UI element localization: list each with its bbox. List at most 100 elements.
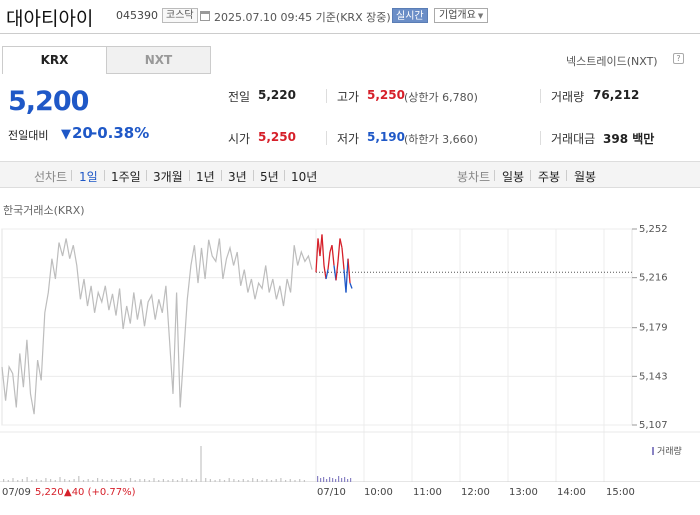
volume-bar bbox=[27, 477, 28, 482]
volume-bar bbox=[294, 480, 295, 482]
chevron-down-icon: ▼ bbox=[478, 12, 483, 20]
x-tick-label: 13:00 bbox=[509, 487, 538, 498]
volume-bar bbox=[111, 479, 112, 482]
x-tick-label: 07/10 bbox=[317, 487, 346, 498]
volume-bar bbox=[276, 479, 277, 482]
volume-bar bbox=[304, 480, 305, 482]
low-label: 저가 bbox=[337, 130, 359, 147]
volume-bar bbox=[97, 478, 98, 482]
volume-bar bbox=[200, 446, 201, 482]
amount-label: 거래대금 bbox=[551, 130, 595, 147]
volume-bar bbox=[332, 478, 333, 482]
volume-bar bbox=[280, 478, 281, 482]
volume-bar bbox=[186, 479, 187, 482]
volume-bar bbox=[243, 479, 244, 482]
stock-name: 대아티아이 bbox=[6, 4, 93, 31]
volume-bar bbox=[125, 480, 126, 482]
volume-bar bbox=[191, 480, 192, 482]
volume-bar bbox=[320, 478, 321, 482]
volume-bar bbox=[106, 480, 107, 482]
open-value: 5,250 bbox=[258, 130, 296, 144]
price-chart[interactable]: 5,252 5,216 5,179 5,143 5,107 bbox=[0, 220, 700, 482]
tab-nxt[interactable]: NXT bbox=[106, 46, 211, 74]
volume-bar bbox=[224, 480, 225, 482]
y-tick-label: 5,179 bbox=[639, 323, 668, 334]
volume-bar bbox=[36, 479, 37, 482]
x-tick-label: 11:00 bbox=[413, 487, 442, 498]
volume-bar bbox=[210, 479, 211, 482]
amount-value: 398 백만 bbox=[603, 130, 654, 147]
volume-bar bbox=[3, 479, 4, 482]
volume-bar bbox=[233, 479, 234, 482]
today-line-segment bbox=[348, 259, 350, 283]
volume-bar bbox=[350, 478, 351, 482]
down-triangle-icon: ▼ bbox=[61, 127, 71, 142]
nxt-trade-link[interactable]: 넥스트레이드(NXT) bbox=[566, 53, 658, 69]
company-overview-button[interactable]: 기업개요 ▼ bbox=[434, 8, 488, 23]
volume-bar bbox=[92, 480, 93, 482]
change-value: 20 bbox=[72, 124, 93, 142]
volume-bar bbox=[121, 479, 122, 482]
exchange-label: 한국거래소(KRX) bbox=[3, 202, 85, 218]
volume-bar bbox=[215, 480, 216, 482]
period-5y[interactable]: 5년 bbox=[260, 168, 279, 185]
volume-legend: 거래량 bbox=[652, 444, 682, 457]
volume-bar bbox=[257, 479, 258, 482]
volume-bar bbox=[329, 477, 330, 482]
market-badge: 코스닥 bbox=[162, 8, 198, 23]
volume-bar bbox=[12, 478, 13, 482]
period-divider bbox=[189, 170, 190, 181]
prev-day-close: 5,220 bbox=[35, 487, 64, 498]
volume-bar bbox=[172, 479, 173, 482]
info-divider bbox=[326, 89, 327, 103]
volume-bar bbox=[149, 480, 150, 482]
y-tick-label: 5,107 bbox=[639, 420, 668, 431]
candle-chart-label: 봉차트 bbox=[457, 168, 490, 185]
volume-bar bbox=[196, 479, 197, 482]
volume-bar bbox=[168, 480, 169, 482]
current-price: 5,200 bbox=[8, 86, 88, 117]
period-3y[interactable]: 3년 bbox=[228, 168, 247, 185]
volume-bar bbox=[285, 480, 286, 482]
prev-day-line bbox=[2, 239, 312, 415]
volume-label: 거래량 bbox=[551, 88, 584, 105]
volume-bar bbox=[55, 480, 56, 482]
volume-bar bbox=[247, 480, 248, 482]
info-divider bbox=[540, 131, 541, 145]
title-bar: 대아티아이 045390 코스닥 2025.07.10 09:45 기준(KRX… bbox=[0, 0, 700, 34]
volume-bar bbox=[74, 479, 75, 482]
volume-swatch bbox=[652, 447, 654, 455]
volume-bar bbox=[50, 479, 51, 482]
today-line-segment bbox=[322, 234, 324, 265]
today-line-segment bbox=[338, 238, 340, 261]
volume-bar bbox=[153, 478, 154, 482]
x-tick-label: 15:00 bbox=[606, 487, 635, 498]
period-1d[interactable]: 1일 bbox=[79, 168, 98, 185]
tab-krx[interactable]: KRX bbox=[2, 46, 107, 74]
period-3m[interactable]: 3개월 bbox=[153, 168, 183, 185]
info-icon[interactable]: ? bbox=[673, 53, 684, 64]
volume-bar bbox=[317, 476, 318, 482]
volume-bar bbox=[22, 479, 23, 482]
volume-bar bbox=[219, 479, 220, 482]
period-divider bbox=[104, 170, 105, 181]
candle-monthly[interactable]: 월봉 bbox=[574, 168, 596, 185]
realtime-button[interactable]: 실시간 bbox=[392, 8, 428, 23]
volume-bar bbox=[271, 480, 272, 482]
period-divider bbox=[221, 170, 222, 181]
candle-daily[interactable]: 일봉 bbox=[502, 168, 524, 185]
volume-bar bbox=[341, 478, 342, 482]
volume-bar bbox=[238, 480, 239, 482]
volume-bar bbox=[229, 478, 230, 482]
period-1w[interactable]: 1주일 bbox=[111, 168, 141, 185]
today-line-segment bbox=[346, 259, 348, 293]
info-divider bbox=[540, 89, 541, 103]
volume-bar bbox=[266, 479, 267, 482]
volume-bar bbox=[299, 479, 300, 482]
period-1y[interactable]: 1년 bbox=[196, 168, 215, 185]
candle-weekly[interactable]: 주봉 bbox=[538, 168, 560, 185]
prev-close-value: 5,220 bbox=[258, 88, 296, 102]
period-10y[interactable]: 10년 bbox=[291, 168, 317, 185]
upper-limit: (상한가 6,780) bbox=[404, 89, 478, 105]
prev-day-date: 07/09 bbox=[2, 487, 31, 498]
